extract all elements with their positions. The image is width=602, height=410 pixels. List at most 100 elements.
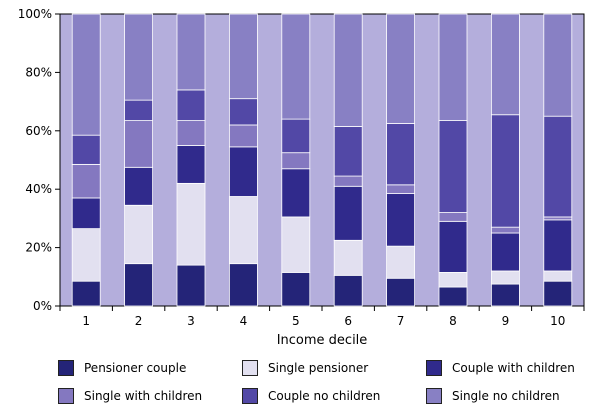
bar-segment-9-s3	[490, 226, 520, 234]
y-tick-label: 80%	[25, 65, 52, 79]
bar-segment-3-s2	[176, 144, 206, 184]
x-tick-label: 1	[82, 314, 90, 328]
bar-segment-9-s1	[490, 270, 520, 285]
legend-swatch	[242, 388, 258, 404]
bar-segment-8-s1	[438, 272, 468, 288]
bar-segment-10-s2	[543, 219, 573, 272]
bar-segment-3-s1	[176, 182, 206, 266]
bar-segment-9-s2	[490, 232, 520, 272]
bar-segment-4-s3	[228, 124, 258, 148]
legend-item: Pensioner couple	[58, 360, 186, 376]
bar-segment-5-s1	[281, 216, 311, 273]
bar-segment-1-s1	[71, 228, 101, 282]
x-tick-label: 5	[292, 314, 300, 328]
bar-segment-5-s3	[281, 152, 311, 170]
legend-label: Couple with children	[452, 361, 575, 375]
bar-segment-7-s3	[386, 184, 416, 194]
bar-segment-6-s3	[333, 175, 363, 187]
legend-label: Single no children	[452, 389, 560, 403]
bar-segment-1-s3	[71, 163, 101, 199]
bar-segment-5-s5	[281, 13, 311, 120]
bar-segment-9-s0	[490, 283, 520, 307]
y-tick-label: 20%	[25, 241, 52, 255]
legend-swatch	[426, 360, 442, 376]
bar-segment-4-s2	[228, 146, 258, 197]
bar-segment-7-s0	[386, 277, 416, 307]
bar-segment-3-s5	[176, 13, 206, 91]
legend-item: Single with children	[58, 388, 202, 404]
bar-segment-8-s0	[438, 286, 468, 307]
bar-segment-10-s4	[543, 115, 573, 218]
bar-segment-6-s5	[333, 13, 363, 127]
x-tick-label: 3	[187, 314, 195, 328]
bar-segment-4-s0	[228, 263, 258, 307]
bar-segment-6-s4	[333, 126, 363, 177]
x-tick-label: 2	[135, 314, 143, 328]
bar-segment-2-s0	[124, 263, 153, 307]
bar-segment-3-s3	[176, 120, 206, 146]
bar-segment-2-s1	[124, 204, 153, 265]
legend-swatch	[426, 388, 442, 404]
bar-segment-8-s4	[438, 120, 468, 213]
bar-segment-5-s4	[281, 118, 311, 154]
bar-segment-6-s1	[333, 239, 363, 276]
bar-segment-9-s5	[490, 13, 520, 116]
y-tick-label: 0%	[33, 299, 52, 313]
bar-segment-6-s0	[333, 274, 363, 307]
y-axis: 0% 20% 40% 60% 80% 100%	[18, 7, 60, 313]
legend-label: Pensioner couple	[84, 361, 187, 375]
bar-segment-8-s5	[438, 13, 468, 121]
bar-segment-3-s0	[176, 264, 206, 307]
y-tick-label: 100%	[18, 7, 52, 21]
bar-segment-5-s0	[281, 272, 311, 307]
legend-item: Couple no children	[242, 388, 380, 404]
bar-segment-4-s5	[228, 13, 258, 100]
bar-segment-2-s2	[124, 166, 153, 206]
stacked-bar-chart: 0% 20% 40% 60% 80% 100% 1 2 3 4 5 6 7 8 9 10 Income de…	[18, 7, 585, 348]
bar-segment-8-s3	[438, 212, 468, 222]
legend-label: Single pensioner	[268, 361, 369, 375]
bar-segment-7-s4	[386, 123, 416, 186]
bar-segment-2-s5	[124, 13, 153, 101]
bar-segment-10-s3	[543, 216, 573, 221]
bar-segment-7-s5	[386, 13, 416, 124]
bar-segment-8-s2	[438, 220, 468, 273]
bar-segment-10-s1	[543, 270, 573, 282]
bar-segment-1-s5	[71, 13, 101, 136]
bar-segment-4-s4	[228, 98, 258, 126]
y-tick-label: 40%	[25, 182, 52, 196]
legend-swatch	[242, 360, 258, 376]
bar-segment-1-s0	[71, 280, 101, 307]
x-tick-label: 6	[344, 314, 352, 328]
bar-segment-7-s2	[386, 193, 416, 247]
bar-segment-2-s3	[124, 120, 153, 168]
bar-segment-1-s2	[71, 197, 101, 230]
bar-segment-10-s5	[543, 13, 573, 117]
legend-swatch	[58, 388, 74, 404]
bar-segment-6-s2	[333, 185, 363, 241]
legend-item: Single no children	[426, 388, 560, 404]
legend-label: Couple no children	[268, 389, 381, 403]
legend-label: Single with children	[84, 389, 203, 403]
legend-swatch	[58, 360, 74, 376]
legend: Pensioner couple Single pensioner Couple w…	[0, 352, 602, 410]
bars-group	[71, 13, 573, 307]
bar-segment-10-s0	[543, 280, 573, 307]
bar-segment-1-s4	[71, 134, 101, 165]
bar-segment-9-s4	[490, 114, 520, 228]
x-axis: 1 2 3 4 5 6 7 8 9 10	[59, 306, 585, 328]
bar-segment-3-s4	[176, 89, 206, 121]
x-tick-label: 10	[550, 314, 565, 328]
bar-segment-7-s1	[386, 245, 416, 279]
x-tick-label: 4	[240, 314, 248, 328]
legend-item: Single pensioner	[242, 360, 368, 376]
x-axis-label: Income decile	[277, 333, 368, 348]
x-tick-label: 9	[502, 314, 510, 328]
y-tick-label: 60%	[25, 124, 52, 138]
legend-item: Couple with children	[426, 360, 575, 376]
bar-segment-2-s4	[124, 99, 153, 121]
bar-segment-4-s1	[228, 196, 258, 265]
bar-segment-5-s2	[281, 168, 311, 218]
x-tick-label: 7	[397, 314, 405, 328]
